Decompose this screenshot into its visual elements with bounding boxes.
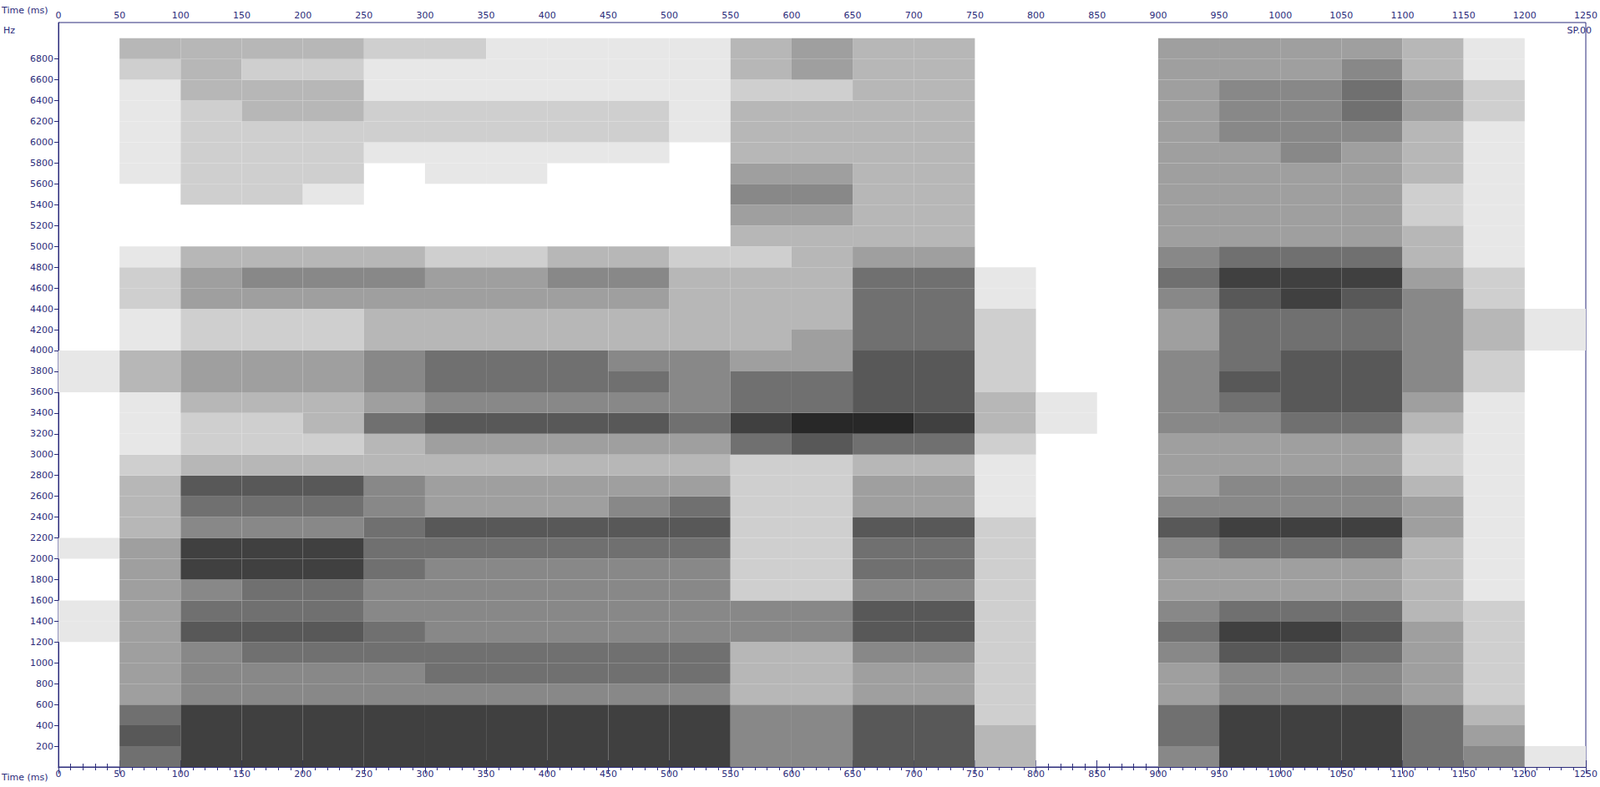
svg-text:200: 200 <box>293 769 312 780</box>
svg-text:600: 600 <box>35 699 54 711</box>
svg-text:350: 350 <box>477 769 496 780</box>
svg-text:800: 800 <box>1027 769 1045 780</box>
svg-text:700: 700 <box>905 10 923 21</box>
svg-text:700: 700 <box>905 769 923 780</box>
svg-text:0: 0 <box>55 769 62 780</box>
svg-text:4800: 4800 <box>30 262 54 274</box>
svg-text:Hz: Hz <box>3 25 16 36</box>
svg-text:250: 250 <box>354 10 373 21</box>
svg-text:150: 150 <box>232 769 251 780</box>
svg-text:1150: 1150 <box>1452 10 1476 21</box>
svg-text:3800: 3800 <box>30 365 54 377</box>
svg-text:750: 750 <box>966 10 984 21</box>
svg-text:300: 300 <box>415 769 434 780</box>
svg-text:Time (ms): Time (ms) <box>0 5 48 16</box>
svg-text:750: 750 <box>966 769 984 780</box>
svg-text:900: 900 <box>1149 769 1167 780</box>
svg-text:4400: 4400 <box>30 303 54 315</box>
svg-text:1800: 1800 <box>30 574 54 586</box>
svg-text:1200: 1200 <box>1513 10 1537 21</box>
svg-text:1150: 1150 <box>1452 769 1476 780</box>
svg-text:5200: 5200 <box>30 220 54 232</box>
svg-text:1250: 1250 <box>1574 10 1598 21</box>
svg-text:1100: 1100 <box>1391 769 1415 780</box>
svg-text:1050: 1050 <box>1329 10 1353 21</box>
svg-text:1000: 1000 <box>1268 10 1292 21</box>
svg-text:6800: 6800 <box>30 53 54 65</box>
svg-text:200: 200 <box>293 10 312 21</box>
svg-text:1250: 1250 <box>1574 769 1598 780</box>
svg-text:400: 400 <box>538 769 557 780</box>
svg-text:2800: 2800 <box>30 470 54 482</box>
svg-text:1100: 1100 <box>1391 10 1415 21</box>
svg-text:850: 850 <box>1088 769 1106 780</box>
svg-text:350: 350 <box>477 10 496 21</box>
svg-text:5000: 5000 <box>30 241 54 253</box>
svg-text:150: 150 <box>232 10 251 21</box>
svg-text:3400: 3400 <box>30 407 54 419</box>
svg-text:3000: 3000 <box>30 449 54 461</box>
svg-text:SP.00: SP.00 <box>1567 25 1592 36</box>
svg-text:2000: 2000 <box>30 553 54 565</box>
svg-text:5800: 5800 <box>30 157 54 169</box>
svg-text:6400: 6400 <box>30 95 54 107</box>
svg-text:650: 650 <box>844 10 862 21</box>
svg-text:500: 500 <box>660 10 679 21</box>
svg-text:950: 950 <box>1210 769 1229 780</box>
svg-text:3600: 3600 <box>30 386 54 398</box>
svg-text:600: 600 <box>782 769 800 780</box>
svg-text:100: 100 <box>172 769 190 780</box>
svg-text:2200: 2200 <box>30 532 54 544</box>
svg-text:4600: 4600 <box>30 283 54 294</box>
svg-text:1050: 1050 <box>1329 769 1353 780</box>
svg-text:5600: 5600 <box>30 178 54 190</box>
svg-text:6000: 6000 <box>30 136 54 148</box>
svg-text:1400: 1400 <box>30 616 54 628</box>
svg-text:4000: 4000 <box>30 344 54 356</box>
svg-text:950: 950 <box>1210 10 1229 21</box>
svg-text:4200: 4200 <box>30 324 54 336</box>
svg-text:650: 650 <box>844 769 862 780</box>
svg-text:850: 850 <box>1088 10 1106 21</box>
svg-text:5400: 5400 <box>30 199 54 211</box>
svg-text:400: 400 <box>35 720 54 732</box>
svg-text:50: 50 <box>113 10 126 21</box>
svg-text:2600: 2600 <box>30 491 54 502</box>
svg-text:50: 50 <box>113 769 126 780</box>
svg-text:3200: 3200 <box>30 428 54 440</box>
svg-text:Time (ms): Time (ms) <box>0 772 48 784</box>
svg-text:400: 400 <box>538 10 557 21</box>
svg-text:450: 450 <box>599 10 618 21</box>
svg-text:550: 550 <box>721 10 740 21</box>
svg-text:0: 0 <box>55 10 62 21</box>
svg-text:1000: 1000 <box>30 658 54 669</box>
svg-text:900: 900 <box>1149 10 1167 21</box>
svg-text:200: 200 <box>35 741 54 753</box>
svg-text:500: 500 <box>660 769 679 780</box>
svg-text:800: 800 <box>35 678 54 690</box>
svg-text:550: 550 <box>721 769 740 780</box>
svg-text:1200: 1200 <box>1513 769 1537 780</box>
svg-text:250: 250 <box>354 769 373 780</box>
svg-text:300: 300 <box>415 10 434 21</box>
svg-text:800: 800 <box>1027 10 1045 21</box>
svg-text:2400: 2400 <box>30 511 54 523</box>
svg-text:1600: 1600 <box>30 595 54 607</box>
svg-text:600: 600 <box>782 10 800 21</box>
svg-text:100: 100 <box>172 10 190 21</box>
svg-text:6600: 6600 <box>30 74 54 86</box>
svg-text:1200: 1200 <box>30 637 54 649</box>
svg-text:450: 450 <box>599 769 618 780</box>
svg-text:1000: 1000 <box>1268 769 1292 780</box>
svg-text:6200: 6200 <box>30 116 54 127</box>
